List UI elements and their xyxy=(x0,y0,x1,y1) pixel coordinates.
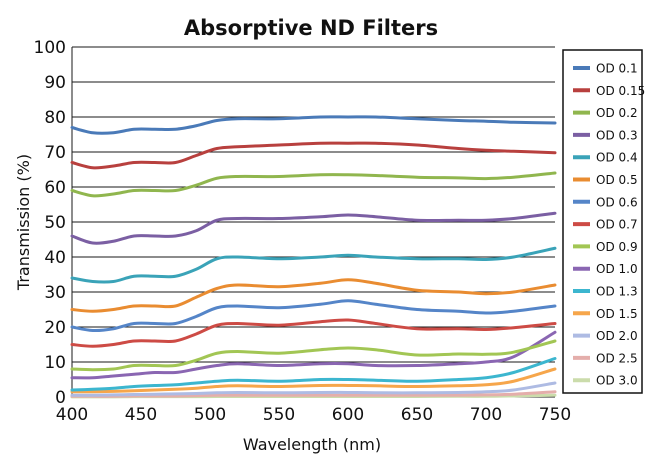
x-tick-label: 600 xyxy=(332,405,364,425)
series-line-od-0-6 xyxy=(70,299,557,333)
chart-title: Absorptive ND Filters xyxy=(184,16,438,40)
legend-label: OD 1.3 xyxy=(596,285,638,299)
legend-label: OD 0.3 xyxy=(596,128,638,142)
y-tick-label: 20 xyxy=(44,318,66,338)
series-line-od-1-3 xyxy=(70,357,557,392)
y-tick-label: 100 xyxy=(34,38,66,58)
x-tick-label: 700 xyxy=(470,405,502,425)
x-axis-label: Wavelength (nm) xyxy=(243,435,381,454)
series-line-od-0-5 xyxy=(70,278,557,313)
x-tick-label: 750 xyxy=(539,405,571,425)
legend-item: OD 1.5 xyxy=(573,307,638,321)
legend-item: OD 1.0 xyxy=(573,262,638,276)
y-tick-label: 80 xyxy=(44,108,66,128)
legend-label: OD 0.15 xyxy=(596,84,645,98)
legend-item: OD 3.0 xyxy=(573,374,638,388)
legend-label: OD 0.2 xyxy=(596,106,638,120)
legend-item: OD 0.7 xyxy=(573,218,638,232)
series-line-od-0-7 xyxy=(70,318,557,348)
legend-item: OD 0.6 xyxy=(573,195,638,209)
y-tick-label: 50 xyxy=(44,213,66,233)
legend-item: OD 0.15 xyxy=(573,84,645,98)
series-line-od-0-9 xyxy=(70,339,557,372)
legend-item: OD 0.5 xyxy=(573,173,638,187)
series-line-od-0-3 xyxy=(70,211,557,245)
series-lines xyxy=(70,115,557,399)
legend-item: OD 1.3 xyxy=(573,285,638,299)
series-line-od-1-5 xyxy=(70,367,557,394)
series-line-od-0-4 xyxy=(70,246,557,284)
x-tick-label: 400 xyxy=(56,405,88,425)
series-line-od-0-2 xyxy=(70,171,557,198)
series-line-od-0-15 xyxy=(70,141,557,170)
y-axis-label: Transmission (%) xyxy=(14,154,33,291)
gridlines xyxy=(71,46,555,398)
y-tick-label: 90 xyxy=(44,73,66,93)
legend-label: OD 3.0 xyxy=(596,374,638,388)
x-tick-label: 550 xyxy=(263,405,295,425)
legend-label: OD 0.7 xyxy=(596,218,638,232)
x-tick-label: 650 xyxy=(401,405,433,425)
x-tick-label: 500 xyxy=(194,405,226,425)
legend-label: OD 1.0 xyxy=(596,262,638,276)
y-tick-label: 70 xyxy=(44,143,66,163)
series-line-od-2-0 xyxy=(70,381,557,397)
series-line-od-1-0 xyxy=(70,330,557,380)
legend-label: OD 1.5 xyxy=(596,307,638,321)
series-line-od-0-1 xyxy=(70,115,557,135)
legend-item: OD 0.3 xyxy=(573,128,638,142)
legend-items: OD 0.1 OD 0.15 OD 0.2 OD 0.3 OD 0.4 OD 0.5 OD … xyxy=(573,62,645,388)
legend-item: OD 0.1 xyxy=(573,62,638,76)
y-tick-label: 0 xyxy=(55,388,66,408)
legend-item: OD 0.2 xyxy=(573,106,638,120)
y-tick-label: 40 xyxy=(44,248,66,268)
y-tick-label: 60 xyxy=(44,178,66,198)
y-tick-label: 10 xyxy=(44,353,66,373)
y-tick-label: 30 xyxy=(44,283,66,303)
legend-item: OD 2.5 xyxy=(573,351,638,365)
legend-label: OD 2.0 xyxy=(596,329,638,343)
legend-item: OD 0.9 xyxy=(573,240,638,254)
x-axis-ticks: 400 450 500 550 600 650 700 750 xyxy=(56,405,571,425)
legend-label: OD 0.5 xyxy=(596,173,638,187)
y-axis-ticks: 0 10 20 30 40 50 60 70 80 90 100 xyxy=(34,38,66,408)
legend-label: OD 0.4 xyxy=(596,151,638,165)
legend-label: OD 0.6 xyxy=(596,195,638,209)
legend: OD 0.1 OD 0.15 OD 0.2 OD 0.3 OD 0.4 OD 0.5 OD … xyxy=(562,49,645,394)
legend-item: OD 2.0 xyxy=(573,329,638,343)
legend-item: OD 0.4 xyxy=(573,151,638,165)
legend-label: OD 2.5 xyxy=(596,351,638,365)
x-tick-label: 450 xyxy=(125,405,157,425)
legend-label: OD 0.1 xyxy=(596,62,638,76)
legend-label: OD 0.9 xyxy=(596,240,638,254)
